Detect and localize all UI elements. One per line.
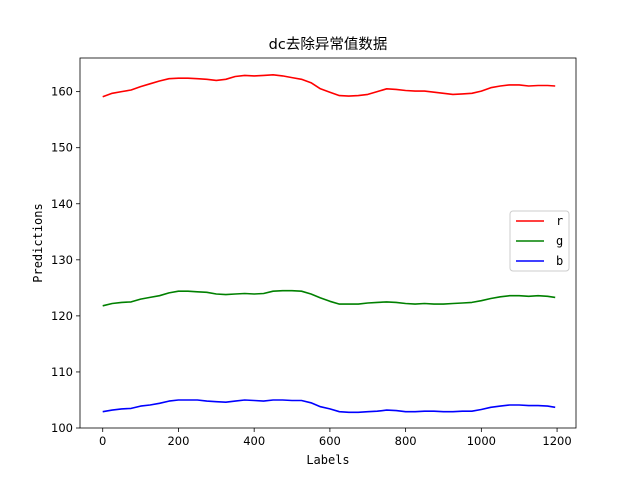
legend-label-b: b	[556, 254, 563, 268]
series-line-b	[102, 399, 556, 414]
y-tick-label: 130	[51, 253, 73, 267]
legend-label-r: r	[556, 214, 563, 228]
x-tick-label: 600	[319, 434, 341, 448]
x-tick-label: 800	[395, 434, 417, 448]
series-line-r	[102, 74, 556, 98]
y-axis: 100 110 120 130 140 150 160	[51, 85, 80, 435]
y-tick-label: 150	[51, 141, 73, 155]
y-tick-label: 110	[51, 365, 73, 379]
y-tick-label: 160	[51, 85, 73, 99]
y-tick-label: 140	[51, 197, 73, 211]
x-axis-label: Labels	[306, 453, 349, 467]
x-tick-label: 0	[99, 434, 106, 448]
y-axis-label: Predictions	[31, 203, 45, 282]
x-axis: 0 200 400 600 800 1000 1200	[99, 428, 572, 448]
x-tick-label: 1200	[542, 434, 571, 448]
plot-area-frame	[79, 57, 577, 429]
y-tick-label: 120	[51, 309, 73, 323]
y-tick-label: 100	[51, 421, 73, 435]
x-tick-label: 1000	[467, 434, 496, 448]
x-tick-label: 400	[243, 434, 265, 448]
legend: rgb	[509, 210, 570, 272]
x-tick-label: 200	[167, 434, 189, 448]
series-line-g	[102, 289, 556, 307]
legend-label-g: g	[556, 234, 563, 248]
series-lines	[102, 74, 556, 414]
chart-title: dc去除异常值数据	[269, 36, 388, 53]
